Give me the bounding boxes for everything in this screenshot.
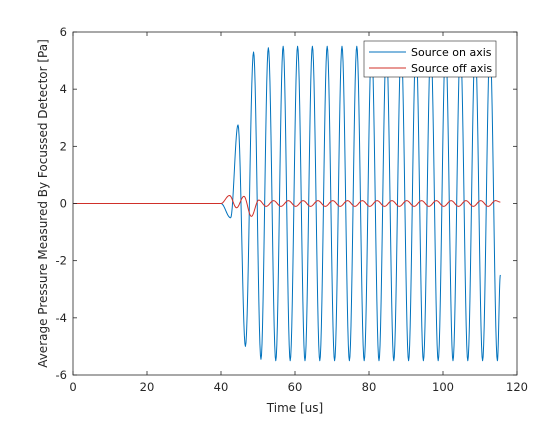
series-line-off-axis [73, 195, 501, 217]
y-tick-label: 6 [60, 25, 67, 39]
x-axis-label: Time [us] [266, 401, 323, 415]
x-tick-label: 80 [362, 380, 377, 394]
y-tick-label: 2 [60, 139, 67, 153]
legend-box [363, 40, 497, 78]
x-tick-label: 40 [214, 380, 229, 394]
x-tick-label: 60 [288, 380, 303, 394]
series-layer [73, 45, 501, 362]
y-axis-label: Average Pressure Measured By Focussed De… [36, 39, 50, 368]
x-tick-label: 0 [69, 380, 76, 394]
y-tick-label: 4 [60, 82, 67, 96]
y-tick-label: 0 [60, 197, 67, 211]
legend-label-on-axis: Source on axis [411, 46, 492, 59]
series-line-on-axis [73, 45, 501, 362]
legend: Source on axis Source off axis [363, 40, 497, 78]
x-tick-label: 20 [140, 380, 155, 394]
legend-label-off-axis: Source off axis [411, 62, 492, 75]
axes-box [72, 31, 518, 376]
y-tick-label: -6 [56, 368, 67, 382]
y-tick-label: -4 [56, 311, 67, 325]
x-tick-label: 100 [432, 380, 454, 394]
y-tick-label: -2 [56, 254, 67, 268]
x-tick-label: 120 [506, 380, 528, 394]
ticks-layer: 0 20 40 60 80 100 120 -6 -4 -2 0 2 4 6 [56, 25, 528, 394]
